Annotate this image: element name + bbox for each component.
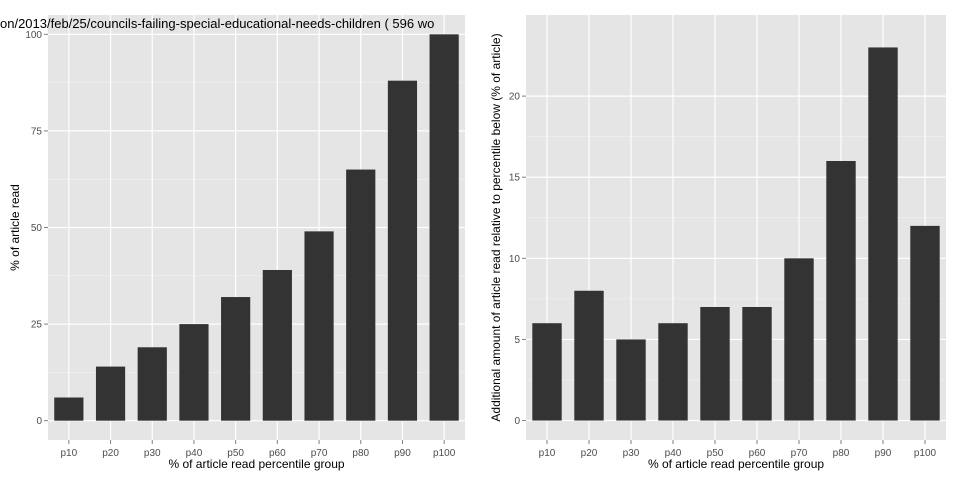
y-tick-label: 10	[509, 254, 521, 265]
bar-p70	[784, 258, 814, 421]
x-tick-label: p100	[433, 448, 456, 459]
y-tick-label: 75	[31, 126, 43, 137]
y-tick-label: 50	[31, 223, 43, 234]
bar-p50	[221, 297, 251, 421]
y-axis-title: % of article read	[8, 184, 22, 271]
bar-p30	[616, 339, 646, 421]
bar-p40	[658, 323, 688, 421]
y-tick-label: 100	[25, 30, 42, 41]
y-tick-label: 20	[509, 92, 521, 103]
x-tick-label: p60	[749, 448, 766, 459]
x-axis-title: % of article read percentile group	[168, 457, 344, 471]
x-tick-label: p40	[186, 448, 203, 459]
y-tick-label: 0	[36, 416, 42, 427]
x-tick-label: p70	[791, 448, 808, 459]
chart-right: 0 5 10 15 20 p10 p20 p30 p40 p50 p60 p70 p80 p90 p100%…	[489, 15, 946, 471]
y-tick-label: 0	[514, 416, 520, 427]
x-tick-label: p30	[144, 448, 161, 459]
x-tick-label: p90	[875, 448, 892, 459]
bar-p60	[262, 270, 292, 421]
bar-p90	[387, 80, 418, 421]
x-tick-label: p10	[61, 448, 78, 459]
y-axis-title: Additional amount of article read relati…	[489, 33, 503, 421]
y-tick-label: 25	[31, 320, 43, 331]
x-tick-label: p80	[833, 448, 850, 459]
x-tick-label: p20	[581, 448, 598, 459]
bar-p80	[346, 169, 376, 421]
bar-p60	[742, 306, 772, 421]
bar-p100	[429, 34, 459, 421]
bar-p10	[532, 323, 562, 421]
x-tick-label: p30	[623, 448, 640, 459]
x-tick-label: p70	[311, 448, 328, 459]
chart-left: 0 25 50 75 100 p10 p20 p30 p40 p50 p60 p70 p80 p90 p10…	[0, 15, 465, 471]
bar-p10	[54, 397, 84, 421]
bar-p20	[95, 366, 126, 421]
x-tick-label: p90	[394, 448, 411, 459]
x-tick-label: p60	[269, 448, 286, 459]
x-tick-label: p100	[914, 448, 937, 459]
x-tick-label: p10	[539, 448, 556, 459]
bar-p50	[700, 306, 730, 421]
bar-p100	[910, 225, 940, 421]
x-tick-label: p40	[665, 448, 682, 459]
bar-p30	[137, 347, 167, 421]
x-tick-label: p20	[102, 448, 119, 459]
y-tick-label: 15	[509, 173, 521, 184]
x-tick-label: p80	[352, 448, 369, 459]
x-axis-title: % of article read percentile group	[648, 457, 824, 471]
bar-p70	[304, 231, 334, 421]
bar-p90	[868, 47, 898, 421]
bar-p20	[574, 290, 604, 421]
x-tick-label: p50	[707, 448, 724, 459]
x-tick-label: p50	[227, 448, 244, 459]
y-tick-label: 5	[514, 335, 520, 346]
bar-p40	[179, 324, 209, 421]
bar-p80	[826, 160, 856, 421]
chart-title: on/2013/feb/25/councils-failing-special-…	[0, 16, 434, 31]
